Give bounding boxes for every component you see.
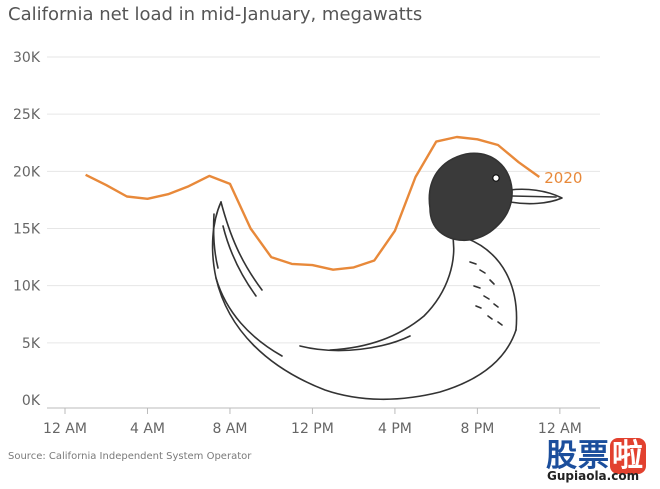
- x-tick-label: 4 AM: [130, 421, 165, 437]
- series-label: 2020: [544, 169, 582, 187]
- series-labels: 2020: [544, 169, 582, 187]
- x-tick-label: 12 PM: [291, 421, 334, 437]
- duck-breast-stipple: [469, 261, 503, 326]
- duck-illustration: [211, 152, 563, 401]
- y-tick-label: 30K: [13, 50, 41, 66]
- duck-eye: [492, 174, 500, 182]
- source-note: Source: California Independent System Op…: [8, 451, 252, 462]
- y-tick-label: 25K: [13, 107, 41, 123]
- y-tick-label: 0K: [22, 393, 41, 409]
- watermark-logo: 股票啦: [546, 430, 646, 475]
- x-tick-label: 12 AM: [538, 421, 582, 437]
- y-tick-label: 20K: [13, 164, 41, 180]
- duck-beak-line: [511, 195, 557, 198]
- duck-neck: [329, 231, 455, 351]
- series-lines: [85, 135, 540, 271]
- y-tick-label: 10K: [13, 279, 41, 295]
- duck-tail: [211, 201, 283, 357]
- watermark-chars-b: 啦: [610, 438, 646, 474]
- x-tick-label: 8 AM: [212, 421, 247, 437]
- duck-head: [428, 152, 513, 242]
- x-tick-label: 12 AM: [43, 421, 87, 437]
- duck-tail-feather: [222, 225, 257, 297]
- y-tick-label: 5K: [22, 336, 41, 352]
- duck-body-bottom: [215, 277, 517, 401]
- watermark-chars-a: 股票: [546, 438, 610, 474]
- series-line-2020: [85, 135, 540, 271]
- x-tick-label: 4 PM: [378, 421, 412, 437]
- gridlines: [47, 56, 600, 344]
- duck-tail-feather: [212, 213, 219, 269]
- duck-wing: [299, 335, 411, 352]
- y-tick-label: 15K: [13, 222, 41, 238]
- chart-title: California net load in mid-January, mega…: [8, 4, 423, 25]
- duck-breast: [465, 237, 518, 331]
- x-axis: 12 AM 4 AM 8 AM 12 PM 4 PM 8 PM 12 AM: [43, 407, 600, 437]
- y-axis: 0K 5K 10K 15K 20K 25K 30K: [13, 50, 41, 409]
- x-tick-label: 8 PM: [460, 421, 494, 437]
- duck-tail-feather: [220, 201, 263, 291]
- watermark-url: Gupiaola.com: [547, 469, 640, 483]
